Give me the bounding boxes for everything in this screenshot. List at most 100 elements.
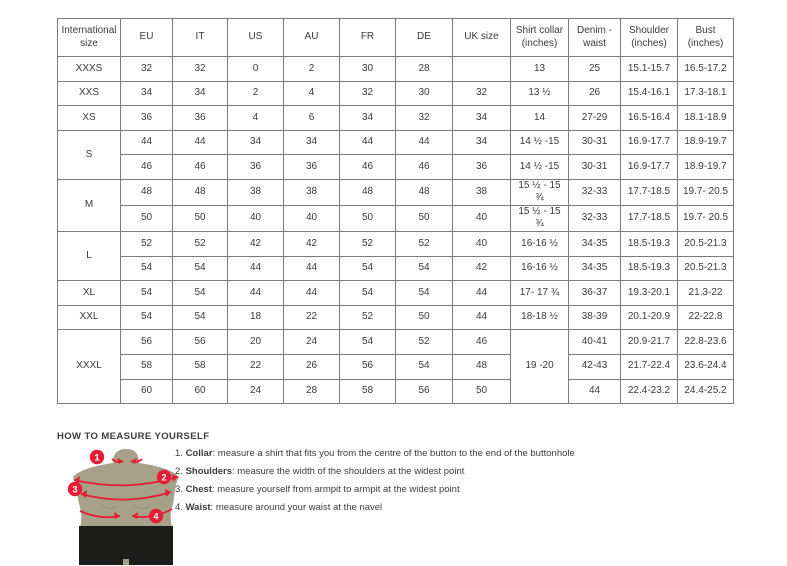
step-number: 3. (175, 483, 186, 495)
table-cell: 44 (339, 129, 396, 156)
table-cell: 34-35 (568, 230, 621, 257)
table-cell: 28 (395, 56, 453, 82)
step-text: : measure a shirt that fits you from the… (212, 448, 575, 459)
table-cell: 44 (227, 280, 284, 306)
table-cell: 54 (172, 304, 228, 331)
table-cell: 54 (120, 304, 173, 331)
step-text: : measure around your waist at the navel (210, 501, 383, 513)
table-row: 50 50 40 40 50 50 40 15 ½ - 15 ¾ 32-33 17.7-18.5 1… (58, 204, 734, 232)
table-cell: 30-31 (568, 129, 621, 156)
table-cell: 54 (395, 255, 453, 282)
badge-1: 1 (94, 452, 99, 462)
figure-number-badges: 1 2 3 4 (67, 449, 172, 524)
table-cell: 19.7- 20.5 (677, 204, 734, 232)
table-cell: 24 (283, 329, 340, 355)
table-row: XS 36 36 4 6 34 32 34 14 27-29 16.5-16.4 18.1-18.9 (57, 105, 734, 131)
table-cell: 16-16 ½ (510, 255, 569, 282)
step-number: 4. (175, 501, 186, 513)
table-cell: 34 (283, 129, 340, 156)
table-cell: 6 (283, 105, 340, 131)
table-cell: 18-18 ½ (510, 304, 569, 331)
table-cell: 48 (339, 178, 396, 206)
table-cell: 52 (172, 230, 228, 257)
table-cell: 20.9-21.7 (620, 329, 678, 355)
table-row: S 44 44 34 34 44 44 34 14 ½ -15 30-31 16.9-17.7 18.… (57, 129, 734, 180)
table-cell: 56 (395, 378, 453, 405)
table-cell: 54 (120, 280, 173, 306)
table-cell: 19 -20 (510, 329, 569, 405)
table-cell: 52 (339, 304, 396, 331)
table-cell: 21.3-22 (677, 280, 734, 306)
measure-step: 2. Shoulders: measure the width of the s… (175, 466, 575, 478)
table-cell: 34 (339, 105, 396, 131)
column-header: IT (172, 18, 228, 57)
how-to-measure-title: HOW TO MEASURE YOURSELF (57, 431, 210, 442)
table-cell: XXXS (57, 56, 121, 82)
table-cell: 36 (283, 154, 340, 180)
table-cell: 36-37 (568, 280, 621, 306)
table-cell: 21.7-22.4 (620, 353, 678, 380)
table-cell: 4 (227, 105, 284, 131)
table-cell: 18 (227, 304, 284, 331)
table-cell: 18.1-18.9 (677, 105, 734, 131)
table-cell: 27-29 (568, 105, 621, 131)
table-cell: 58 (339, 378, 396, 405)
table-cell: 40 (283, 204, 340, 232)
table-cell: 32-33 (568, 204, 621, 232)
table-cell: 17- 17 ¾ (510, 280, 569, 306)
table-cell: 54 (395, 353, 453, 380)
table-cell: 40 (452, 230, 511, 257)
table-cell: 42-43 (568, 353, 621, 380)
table-cell: 32-33 (568, 178, 621, 206)
column-header: DE (395, 18, 453, 57)
column-header: FR (339, 18, 396, 57)
mannequin-shorts (79, 526, 173, 565)
measure-step: 4. Waist: measure around your waist at t… (175, 501, 575, 514)
table-cell: 13 ½ (510, 80, 569, 107)
table-cell: 2 (227, 80, 284, 107)
table-cell: 16.9-17.7 (620, 154, 678, 180)
table-cell: 54 (339, 255, 396, 282)
badge-4: 4 (153, 511, 158, 521)
table-cell: 54 (395, 280, 453, 306)
table-cell: XXL (57, 304, 121, 331)
table-cell: 44 (227, 255, 284, 282)
table-row: M 48 48 38 38 48 48 38 15 ½ - 15 ¾ 32-33 17.7-18.5… (57, 178, 734, 232)
table-cell: 16.5-17.2 (677, 56, 734, 82)
table-cell: 38 (452, 178, 511, 206)
table-cell: 42 (227, 230, 284, 257)
table-cell: 46 (172, 154, 228, 180)
step-label: Collar (185, 448, 213, 459)
table-cell: 17.3-18.1 (677, 80, 734, 107)
table-cell: 50 (395, 304, 453, 331)
table-cell: 54 (120, 255, 173, 282)
table-cell: 18.5-19.3 (620, 255, 678, 282)
table-cell: 46 (395, 154, 453, 180)
table-cell: 28 (283, 378, 340, 405)
table-cell: 52 (120, 230, 173, 257)
table-cell: 38 (283, 178, 340, 206)
table-cell: 48 (395, 178, 453, 206)
table-cell: 23.6-24.4 (677, 353, 734, 380)
table-row: 60 60 24 28 58 56 50 44 22.4-23.2 24.4-25.2 (58, 378, 734, 405)
table-cell: 13 (510, 56, 569, 82)
table-cell: 48 (120, 178, 173, 206)
table-cell: 15.1-15.7 (620, 56, 678, 82)
table-cell: 22.4-23.2 (620, 378, 678, 405)
table-cell: XS (57, 105, 121, 131)
table-cell: 52 (395, 230, 453, 257)
table-cell: 24.4-25.2 (677, 378, 734, 405)
table-cell: 38-39 (568, 304, 621, 331)
mannequin-figure-illustration: 1 2 3 4 (67, 449, 179, 565)
table-cell: 46 (120, 154, 173, 180)
table-cell: 50 (120, 204, 173, 232)
table-row: L 52 52 42 42 52 52 40 16-16 ½ 34-35 18.5-19.3 20.5… (57, 230, 734, 282)
table-cell: 48 (172, 178, 228, 206)
table-cell: 56 (339, 353, 396, 380)
table-cell: 60 (120, 378, 173, 405)
table-cell: 44 (120, 129, 173, 156)
table-cell: L (57, 230, 121, 282)
table-cell: 40-41 (568, 329, 621, 355)
column-header: EU (120, 18, 173, 57)
